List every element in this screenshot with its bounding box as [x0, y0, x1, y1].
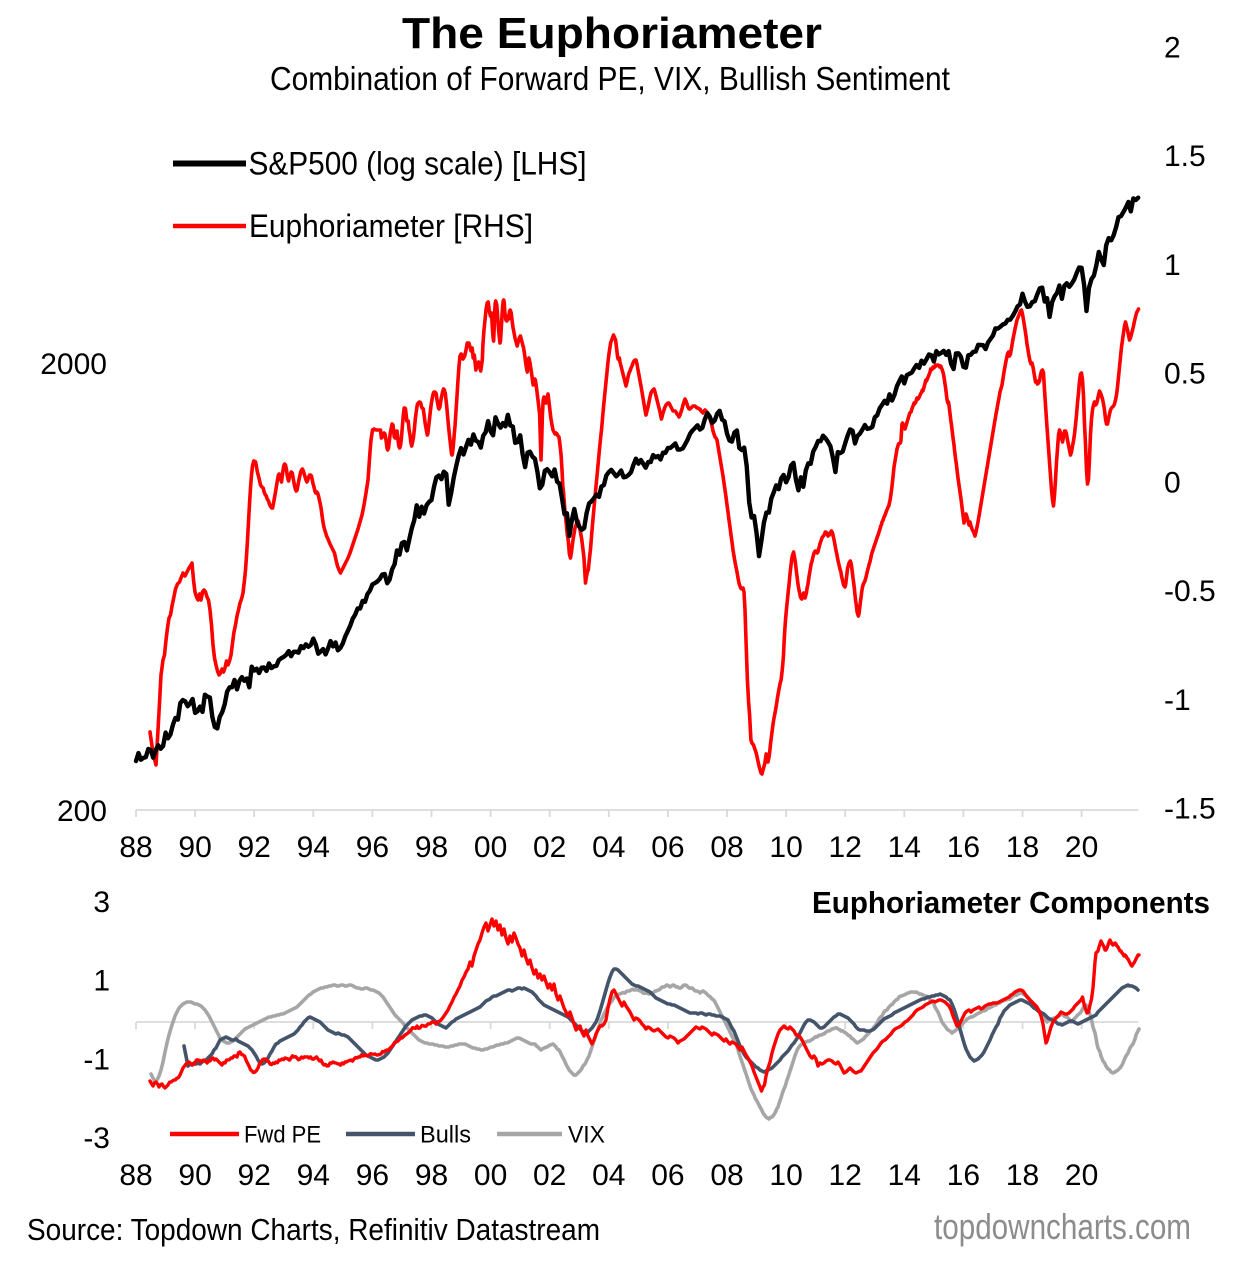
- svg-text:3: 3: [93, 886, 110, 919]
- svg-text:90: 90: [178, 831, 211, 864]
- svg-text:-3: -3: [83, 1122, 110, 1155]
- svg-text:20: 20: [1065, 1159, 1098, 1192]
- svg-text:-1: -1: [83, 1043, 110, 1076]
- svg-text:98: 98: [415, 831, 448, 864]
- svg-text:04: 04: [592, 1159, 625, 1192]
- svg-text:06: 06: [651, 1159, 684, 1192]
- svg-text:00: 00: [474, 1159, 507, 1192]
- svg-text:Bulls: Bulls: [420, 1122, 471, 1149]
- svg-text:96: 96: [356, 831, 389, 864]
- svg-text:0.5: 0.5: [1164, 358, 1206, 391]
- svg-text:00: 00: [474, 831, 507, 864]
- svg-text:18: 18: [1006, 831, 1039, 864]
- svg-text:20: 20: [1065, 831, 1098, 864]
- svg-text:94: 94: [297, 1159, 330, 1192]
- svg-text:-0.5: -0.5: [1164, 575, 1216, 608]
- svg-text:10: 10: [769, 1159, 802, 1192]
- svg-text:1: 1: [1164, 249, 1181, 282]
- svg-text:12: 12: [829, 831, 862, 864]
- svg-text:18: 18: [1006, 1159, 1039, 1192]
- svg-text:16: 16: [947, 1159, 980, 1192]
- svg-text:08: 08: [710, 1159, 743, 1192]
- svg-text:88: 88: [119, 1159, 152, 1192]
- svg-text:12: 12: [829, 1159, 862, 1192]
- svg-text:Combination of Forward PE, VIX: Combination of Forward PE, VIX, Bullish …: [270, 60, 950, 97]
- svg-text:The Euphoriameter: The Euphoriameter: [402, 9, 822, 58]
- svg-text:92: 92: [238, 831, 271, 864]
- svg-text:02: 02: [533, 831, 566, 864]
- svg-text:88: 88: [119, 831, 152, 864]
- svg-text:14: 14: [888, 831, 921, 864]
- svg-text:VIX: VIX: [568, 1122, 605, 1149]
- svg-text:200: 200: [57, 795, 107, 828]
- svg-text:1.5: 1.5: [1164, 140, 1206, 173]
- svg-text:2000: 2000: [40, 348, 107, 381]
- svg-text:Euphoriameter Components: Euphoriameter Components: [812, 885, 1210, 920]
- svg-text:0: 0: [1164, 466, 1181, 499]
- svg-text:10: 10: [769, 831, 802, 864]
- svg-text:14: 14: [888, 1159, 921, 1192]
- svg-text:02: 02: [533, 1159, 566, 1192]
- svg-text:96: 96: [356, 1159, 389, 1192]
- svg-text:2: 2: [1164, 32, 1181, 65]
- svg-text:Fwd PE: Fwd PE: [244, 1122, 321, 1149]
- svg-text:-1: -1: [1164, 684, 1191, 717]
- svg-text:92: 92: [238, 1159, 271, 1192]
- svg-text:90: 90: [178, 1159, 211, 1192]
- svg-text:Euphoriameter [RHS]: Euphoriameter [RHS]: [249, 208, 533, 244]
- svg-text:1: 1: [93, 965, 110, 998]
- svg-text:06: 06: [651, 831, 684, 864]
- svg-text:04: 04: [592, 831, 625, 864]
- svg-text:08: 08: [710, 831, 743, 864]
- svg-text:topdowncharts.com: topdowncharts.com: [934, 1206, 1191, 1247]
- svg-text:98: 98: [415, 1159, 448, 1192]
- svg-text:S&P500 (log scale) [LHS]: S&P500 (log scale) [LHS]: [249, 146, 587, 182]
- svg-text:-1.5: -1.5: [1164, 793, 1216, 826]
- svg-text:16: 16: [947, 831, 980, 864]
- svg-text:Source: Topdown Charts, Refini: Source: Topdown Charts, Refinitiv Datast…: [27, 1212, 600, 1247]
- svg-text:94: 94: [297, 831, 330, 864]
